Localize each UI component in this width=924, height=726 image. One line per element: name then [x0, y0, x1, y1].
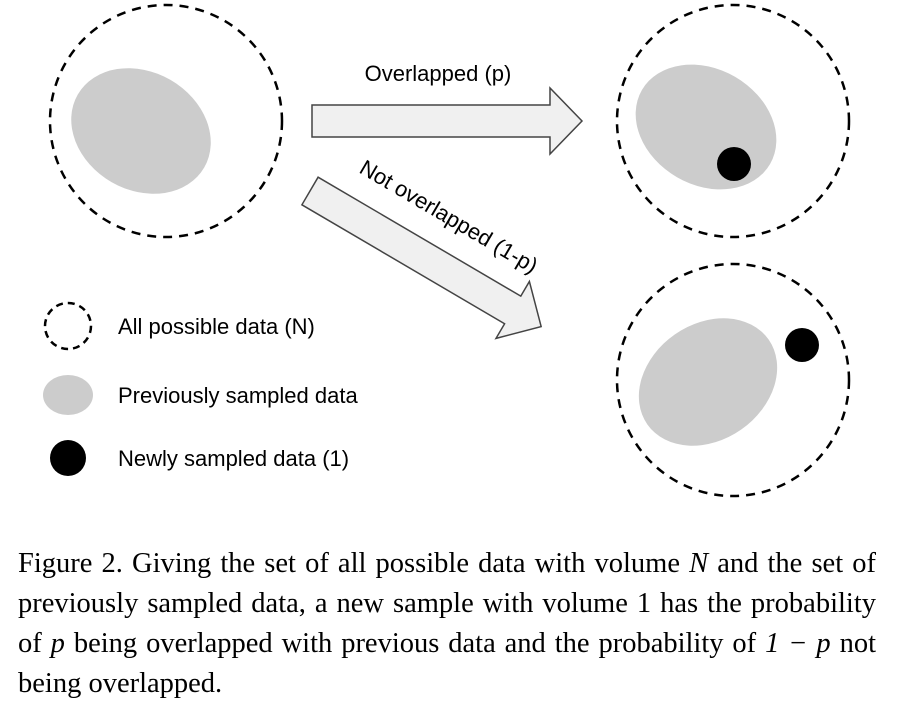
caption-math: N [689, 548, 709, 579]
caption-text: and the set of previously sampled data, … [18, 548, 876, 659]
previous-data [635, 64, 777, 190]
legend-label: Newly sampled data (1) [118, 446, 349, 471]
arrow-label: Overlapped (p) [365, 61, 512, 86]
legend-label: All possible data (N) [118, 314, 315, 339]
new-data [717, 147, 751, 181]
legend-label: Previously sampled data [118, 383, 358, 408]
diagram: Overlapped (p) Not overlapped (1-p) All … [43, 3, 851, 498]
caption-text: not being overlapped. [18, 628, 877, 699]
legend-swatch [50, 440, 86, 476]
arrow [300, 176, 543, 340]
arrow [311, 86, 584, 156]
previous-data [71, 68, 211, 194]
caption-math: 1 − p [765, 628, 831, 659]
legend-swatch [43, 301, 93, 351]
legend-swatch [43, 375, 93, 415]
new-data [785, 328, 819, 362]
caption: Figure 2. Giving the set of all possible… [18, 544, 876, 704]
previous-data [638, 318, 778, 446]
all-data-circle [48, 3, 284, 239]
caption-text: being overlapped with previous data and … [64, 628, 766, 659]
all-data-circle [615, 3, 851, 239]
caption-math: p [50, 628, 65, 659]
all-data-circle [615, 262, 851, 498]
caption-text: Figure 2. Giving the set of all possible… [18, 548, 690, 579]
arrow-shape [300, 176, 543, 340]
